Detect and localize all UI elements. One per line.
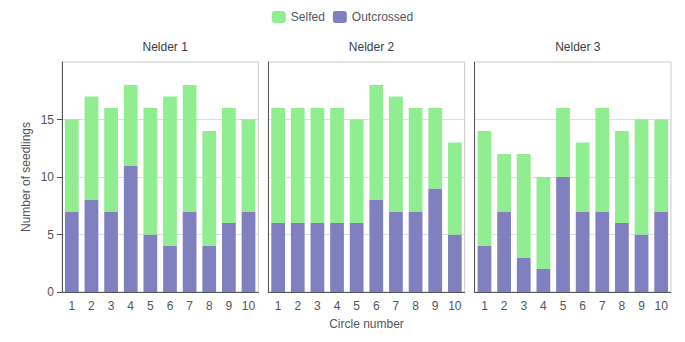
svg-text:Number of seedlings: Number of seedlings	[19, 122, 33, 232]
svg-text:3: 3	[108, 299, 115, 313]
svg-text:2: 2	[88, 299, 95, 313]
svg-text:10: 10	[448, 299, 462, 313]
svg-text:5: 5	[47, 228, 54, 242]
svg-text:5: 5	[560, 299, 567, 313]
svg-text:8: 8	[206, 299, 213, 313]
svg-text:1: 1	[275, 299, 282, 313]
svg-text:2: 2	[501, 299, 508, 313]
svg-text:2: 2	[294, 299, 301, 313]
svg-text:7: 7	[186, 299, 193, 313]
svg-text:Nelder 3: Nelder 3	[555, 40, 601, 54]
svg-text:9: 9	[638, 299, 645, 313]
svg-text:9: 9	[226, 299, 233, 313]
svg-text:1: 1	[481, 299, 488, 313]
svg-text:9: 9	[432, 299, 439, 313]
svg-text:8: 8	[412, 299, 419, 313]
svg-text:15: 15	[41, 113, 55, 127]
svg-text:5: 5	[147, 299, 154, 313]
svg-text:8: 8	[619, 299, 626, 313]
svg-text:0: 0	[47, 285, 54, 299]
svg-text:Circle number: Circle number	[329, 317, 404, 331]
svg-text:Selfed: Selfed	[291, 10, 325, 24]
svg-text:Nelder 1: Nelder 1	[142, 40, 188, 54]
svg-text:3: 3	[520, 299, 527, 313]
svg-text:5: 5	[353, 299, 360, 313]
svg-text:3: 3	[314, 299, 321, 313]
svg-text:4: 4	[540, 299, 547, 313]
svg-text:4: 4	[334, 299, 341, 313]
svg-text:10: 10	[242, 299, 256, 313]
svg-text:Outcrossed: Outcrossed	[352, 10, 413, 24]
svg-text:4: 4	[127, 299, 134, 313]
svg-text:Nelder 2: Nelder 2	[349, 40, 395, 54]
svg-text:7: 7	[599, 299, 606, 313]
svg-text:6: 6	[373, 299, 380, 313]
svg-text:6: 6	[167, 299, 174, 313]
svg-text:6: 6	[579, 299, 586, 313]
svg-text:10: 10	[41, 170, 55, 184]
svg-text:1: 1	[68, 299, 75, 313]
svg-text:10: 10	[655, 299, 669, 313]
svg-text:7: 7	[393, 299, 400, 313]
